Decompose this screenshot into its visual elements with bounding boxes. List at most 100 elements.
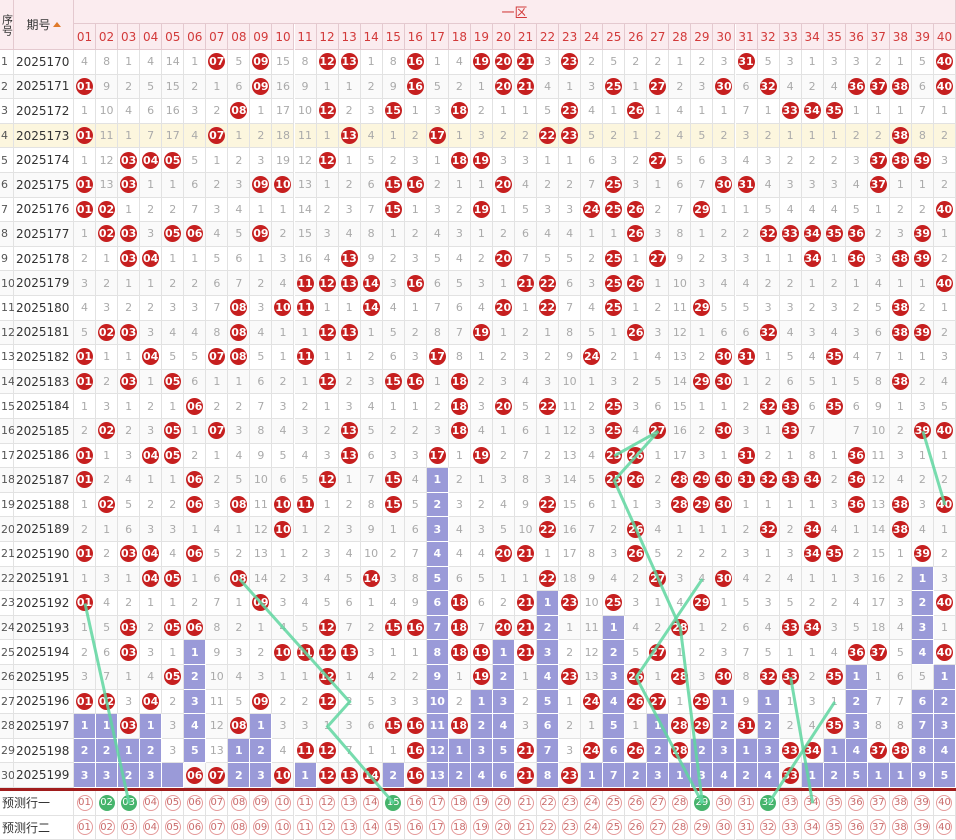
predict-cell[interactable]: 25 <box>603 791 626 816</box>
predict-ball[interactable]: 24 <box>583 819 600 836</box>
predict-ball[interactable]: 33 <box>782 794 799 811</box>
predict-ball[interactable]: 17 <box>429 794 446 811</box>
predict-cell[interactable]: 08 <box>228 791 251 816</box>
predict-ball[interactable]: 34 <box>804 819 821 836</box>
predict-cell[interactable]: 26 <box>625 791 648 816</box>
predict-ball[interactable]: 18 <box>451 794 468 811</box>
predict-cell[interactable]: 39 <box>911 791 934 816</box>
predict-cell[interactable]: 17 <box>426 815 449 840</box>
predict-cell[interactable]: 31 <box>735 815 758 840</box>
predict-ball[interactable]: 07 <box>208 794 225 811</box>
predict-cell[interactable]: 31 <box>735 791 758 816</box>
predict-cell[interactable]: 26 <box>625 815 648 840</box>
column-header-22[interactable]: 22 <box>537 24 560 50</box>
predict-ball[interactable]: 40 <box>936 819 953 836</box>
predict-ball[interactable]: 16 <box>407 819 424 836</box>
predict-cell[interactable]: 11 <box>294 791 317 816</box>
predict-selected-ball[interactable]: 15 <box>385 794 402 811</box>
predict-cell[interactable]: 33 <box>779 815 802 840</box>
predict-ball[interactable]: 08 <box>230 794 247 811</box>
column-header-10[interactable]: 10 <box>272 24 295 50</box>
predict-ball[interactable]: 22 <box>539 794 556 811</box>
predict-cell[interactable]: 19 <box>470 791 493 816</box>
predict-ball[interactable]: 27 <box>649 794 666 811</box>
predict-ball[interactable]: 17 <box>429 819 446 836</box>
predict-ball[interactable]: 31 <box>738 794 755 811</box>
column-header-07[interactable]: 07 <box>206 24 229 50</box>
column-header-04[interactable]: 04 <box>140 24 163 50</box>
predict-cell[interactable]: 06 <box>184 815 207 840</box>
column-header-14[interactable]: 14 <box>360 24 383 50</box>
column-header-36[interactable]: 36 <box>845 24 868 50</box>
column-header-12[interactable]: 12 <box>316 24 339 50</box>
column-header-32[interactable]: 32 <box>757 24 780 50</box>
predict-ball[interactable]: 36 <box>848 819 865 836</box>
predict-ball[interactable]: 16 <box>407 794 424 811</box>
predict-cell[interactable]: 27 <box>647 815 670 840</box>
column-header-20[interactable]: 20 <box>492 24 515 50</box>
predict-cell[interactable]: 39 <box>911 815 934 840</box>
predict-ball[interactable]: 25 <box>605 819 622 836</box>
column-header-26[interactable]: 26 <box>625 24 648 50</box>
column-header-18[interactable]: 18 <box>448 24 471 50</box>
predict-cell[interactable]: 36 <box>845 791 868 816</box>
column-header-03[interactable]: 03 <box>118 24 141 50</box>
predict-ball[interactable]: 26 <box>627 794 644 811</box>
predict-ball[interactable]: 32 <box>760 819 777 836</box>
predict-cell[interactable]: 29 <box>691 791 714 816</box>
column-header-15[interactable]: 15 <box>382 24 405 50</box>
predict-cell[interactable]: 03 <box>118 815 141 840</box>
predict-ball[interactable]: 20 <box>495 819 512 836</box>
column-header-05[interactable]: 05 <box>162 24 185 50</box>
predict-ball[interactable]: 31 <box>738 819 755 836</box>
predict-cell[interactable]: 19 <box>470 815 493 840</box>
column-header-27[interactable]: 27 <box>647 24 670 50</box>
predict-cell[interactable]: 03 <box>118 791 141 816</box>
predict-cell[interactable]: 09 <box>250 791 273 816</box>
predict-cell[interactable]: 28 <box>669 815 692 840</box>
column-header-08[interactable]: 08 <box>228 24 251 50</box>
column-header-11[interactable]: 11 <box>294 24 317 50</box>
predict-cell[interactable]: 07 <box>206 791 229 816</box>
predict-ball[interactable]: 15 <box>385 819 402 836</box>
column-header-06[interactable]: 06 <box>184 24 207 50</box>
predict-cell[interactable]: 06 <box>184 791 207 816</box>
predict-cell[interactable]: 10 <box>272 815 295 840</box>
predict-cell[interactable]: 02 <box>96 815 119 840</box>
predict-cell[interactable]: 36 <box>845 815 868 840</box>
predict-ball[interactable]: 10 <box>274 794 291 811</box>
predict-ball[interactable]: 18 <box>451 819 468 836</box>
predict-ball[interactable]: 20 <box>495 794 512 811</box>
predict-ball[interactable]: 09 <box>252 794 269 811</box>
predict-cell[interactable]: 24 <box>581 815 604 840</box>
predict-cell[interactable]: 14 <box>360 791 383 816</box>
predict-cell[interactable]: 01 <box>74 815 97 840</box>
predict-cell[interactable]: 15 <box>382 815 405 840</box>
predict-ball[interactable]: 30 <box>715 794 732 811</box>
predict-ball[interactable]: 33 <box>782 819 799 836</box>
predict-ball[interactable]: 34 <box>804 794 821 811</box>
predict-ball[interactable]: 01 <box>76 819 93 836</box>
predict-cell[interactable]: 25 <box>603 815 626 840</box>
column-header-25[interactable]: 25 <box>603 24 626 50</box>
predict-cell[interactable]: 05 <box>162 791 185 816</box>
column-header-40[interactable]: 40 <box>933 24 956 50</box>
predict-cell[interactable]: 04 <box>140 791 163 816</box>
predict-cell[interactable]: 07 <box>206 815 229 840</box>
predict-cell[interactable]: 40 <box>933 791 956 816</box>
predict-ball[interactable]: 23 <box>561 819 578 836</box>
predict-cell[interactable]: 20 <box>492 815 515 840</box>
predict-cell[interactable]: 02 <box>96 791 119 816</box>
predict-cell[interactable]: 14 <box>360 815 383 840</box>
predict-ball[interactable]: 10 <box>274 819 291 836</box>
predict-ball[interactable]: 21 <box>517 794 534 811</box>
predict-ball[interactable]: 07 <box>208 819 225 836</box>
predict-ball[interactable]: 19 <box>473 819 490 836</box>
predict-cell[interactable]: 22 <box>537 791 560 816</box>
predict-ball[interactable]: 28 <box>671 794 688 811</box>
predict-cell[interactable]: 35 <box>823 791 846 816</box>
predict-cell[interactable]: 15 <box>382 791 405 816</box>
predict-cell[interactable]: 32 <box>757 791 780 816</box>
column-header-31[interactable]: 31 <box>735 24 758 50</box>
predict-ball[interactable]: 12 <box>319 819 336 836</box>
